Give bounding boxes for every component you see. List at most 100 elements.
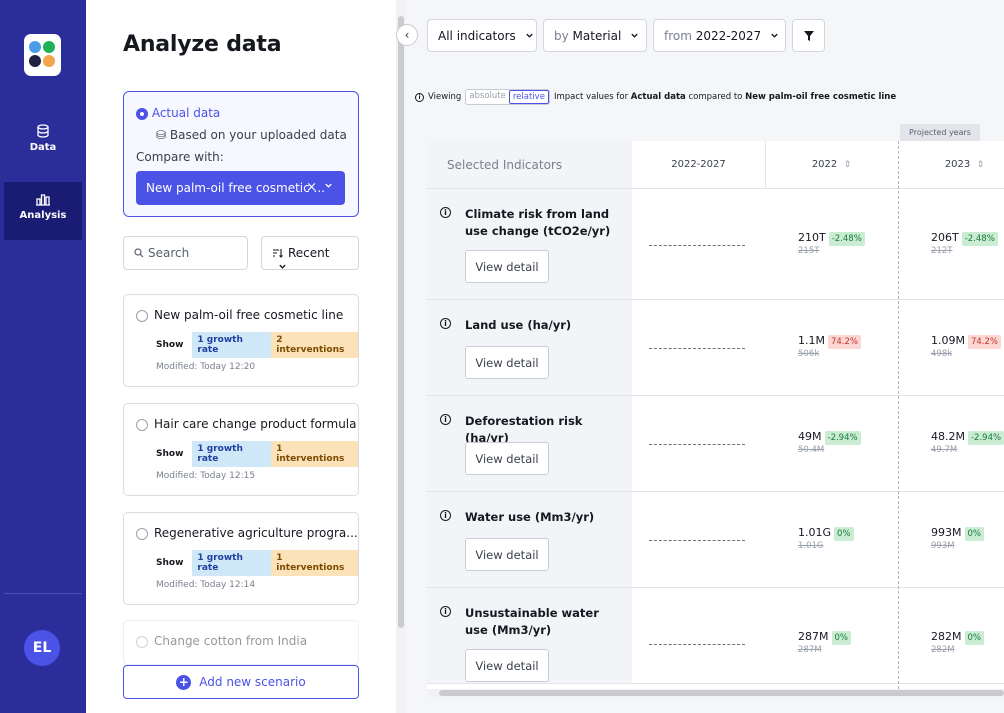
scenario-title: Regenerative agriculture progra... [154, 526, 358, 540]
view-detail-button[interactable]: View detail [465, 250, 549, 283]
value-cell: 210T -2.48% 215T [798, 231, 865, 256]
range-placeholder [649, 444, 745, 445]
info-icon[interactable]: i [440, 318, 451, 329]
table-row: i Unsustainable water use (Mm3/yr) View de… [427, 588, 1004, 684]
change-badge: -2.48% [961, 232, 998, 246]
scenario-title: Hair care change product formula [154, 417, 357, 431]
sort-icon[interactable]: ⇕ [976, 159, 985, 170]
value: 49M [798, 430, 822, 443]
add-scenario-button[interactable]: + Add new scenario [123, 665, 359, 699]
info-icon[interactable]: i [440, 510, 451, 521]
change-badge: -2.94% [967, 431, 1004, 445]
sidebar-item-label: Analysis [19, 210, 67, 221]
previous-value: 282M [931, 645, 955, 655]
header-year-2022[interactable]: 2022 ⇕ [765, 141, 898, 189]
scrollbar-thumb[interactable] [398, 16, 404, 628]
value-cell: 49M -2.94% 50.4M [798, 430, 861, 455]
year-range-filter[interactable]: from 2022-2027 [653, 19, 786, 52]
radio-icon[interactable] [136, 309, 148, 322]
indicators-filter[interactable]: All indicators [427, 19, 537, 52]
scenario-modified: Modified: Today 12:20 [156, 362, 256, 372]
header-range[interactable]: 2022-2027 [632, 141, 765, 189]
more-filters-button[interactable] [792, 19, 825, 52]
interventions-tag[interactable]: 1 interventions [271, 441, 358, 467]
sort-select[interactable]: Recent [261, 236, 359, 270]
sort-icon[interactable]: ⇕ [843, 159, 852, 170]
search-input[interactable]: Search [123, 236, 248, 270]
growth-rate-tag[interactable]: 1 growth rate [192, 332, 272, 358]
change-badge: 0% [834, 527, 854, 541]
info-icon[interactable]: i [440, 606, 451, 617]
analysis-main: ‹ All indicators by Material from 2022-2… [396, 0, 1004, 713]
scenario-card[interactable]: New palm-oil free cosmetic line Show 1 gr… [123, 294, 359, 387]
database-icon [37, 124, 49, 138]
scenario-card[interactable]: Hair care change product formula Show 1 g… [123, 403, 359, 496]
value: 48.2M [931, 430, 965, 443]
table-row: i Climate risk from land use change (tCO2… [427, 189, 1004, 300]
scrollbar-thumb[interactable] [439, 690, 1004, 696]
view-detail-button[interactable]: View detail [465, 538, 549, 571]
radio-icon[interactable] [136, 418, 148, 431]
projected-divider [898, 141, 899, 689]
actual-data-label: Actual data [151, 106, 221, 120]
growth-rate-tag[interactable]: 1 growth rate [192, 550, 272, 576]
compare-select[interactable]: New palm-oil free cosmetic ... × [136, 171, 345, 205]
radio-icon[interactable] [136, 527, 148, 540]
scenarios-panel: Analyze data Actual data ⛁ Based on your… [86, 0, 396, 713]
radio-icon[interactable] [136, 635, 148, 648]
indicator-cell: i Unsustainable water use (Mm3/yr) View de… [427, 588, 632, 683]
projected-years-badge: Projected years [900, 124, 980, 141]
actual-data-card[interactable]: Actual data ⛁ Based on your uploaded dat… [123, 91, 359, 217]
indicator-cell: i Land use (ha/yr) View detail [427, 300, 632, 395]
collapse-panel-button[interactable]: ‹ [396, 24, 418, 46]
info-icon[interactable]: i [440, 414, 451, 425]
info-icon[interactable]: i [440, 207, 451, 218]
range-placeholder [649, 644, 745, 645]
value: 210T [798, 231, 826, 244]
indicator-cell: i Water use (Mm3/yr) View detail [427, 492, 632, 587]
viewing-actual: Actual data [630, 92, 686, 102]
viewing-scenario: New palm-oil free cosmetic line [745, 92, 897, 102]
sidebar-item-analysis[interactable]: Analysis [4, 182, 82, 240]
search-placeholder: Search [148, 246, 190, 260]
growth-rate-tag[interactable]: 1 growth rate [192, 441, 272, 467]
horizontal-scrollbar[interactable] [427, 689, 1004, 697]
group-by-value: Material [572, 29, 622, 43]
clear-icon[interactable]: × [306, 180, 317, 195]
previous-value: 215T [798, 246, 820, 256]
indicator-cell: i Climate risk from land use change (tCO2… [427, 189, 632, 299]
add-scenario-label: Add new scenario [199, 675, 306, 689]
radio-icon[interactable] [136, 107, 148, 120]
value-cell: 206T -2.48% 212T [931, 231, 998, 256]
year-range-value: 2022-2027 [695, 29, 762, 43]
column-divider [765, 141, 766, 189]
user-avatar[interactable]: EL [24, 630, 60, 666]
vertical-scrollbar[interactable] [396, 0, 406, 713]
interventions-tag[interactable]: 2 interventions [271, 332, 358, 358]
header-year-2023[interactable]: 2023 ⇕ [898, 141, 1004, 189]
view-detail-button[interactable]: View detail [465, 442, 549, 475]
value: 206T [931, 231, 959, 244]
view-detail-button[interactable]: View detail [465, 649, 549, 682]
app-sidebar: Data Analysis EL [0, 0, 86, 713]
toggle-relative[interactable]: relative [508, 90, 549, 104]
toggle-absolute[interactable]: absolute [469, 91, 506, 101]
app-logo[interactable] [24, 34, 61, 76]
chevron-down-icon [525, 33, 533, 38]
value-cell: 48.2M -2.94% 49.7M [931, 430, 1004, 455]
view-detail-button[interactable]: View detail [465, 346, 549, 379]
value-mode-toggle[interactable]: absolute relative [465, 89, 550, 105]
scenario-card[interactable]: Change cotton from India [123, 620, 359, 665]
value: 287M [798, 630, 829, 643]
sidebar-item-data[interactable]: Data [4, 124, 82, 182]
indicator-name: Water use (Mm3/yr) [465, 510, 595, 524]
info-icon: i [415, 92, 424, 102]
range-placeholder [649, 540, 745, 541]
header-range-label: 2022-2027 [671, 159, 726, 170]
change-badge: -2.94% [824, 431, 861, 445]
value-cell: 1.09M 74.2% 498k [931, 334, 1001, 359]
value: 1.09M [931, 334, 965, 347]
group-by-filter[interactable]: by Material [543, 19, 647, 52]
interventions-tag[interactable]: 1 interventions [271, 550, 358, 576]
scenario-card[interactable]: Regenerative agriculture progra... Show 1… [123, 512, 359, 605]
